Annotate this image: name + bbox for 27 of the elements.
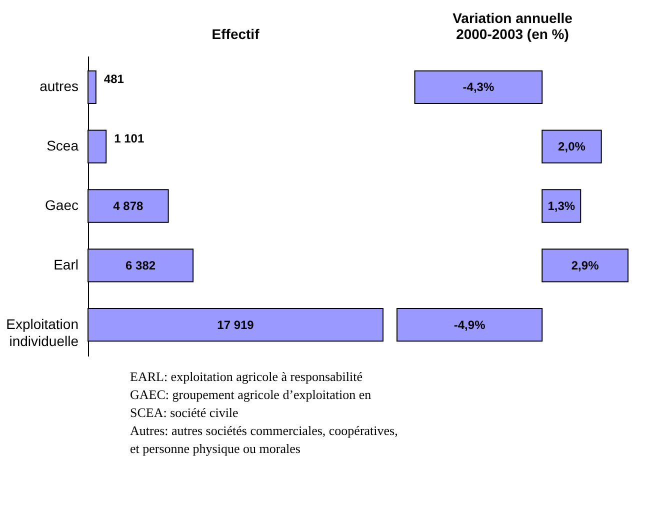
y-tick-label: Scea — [46, 138, 79, 154]
chart-title: Effectif — [212, 26, 260, 42]
data-label: 481 — [104, 72, 124, 86]
y-tick-label: Exploitation individuelle — [6, 316, 79, 349]
bar — [396, 308, 543, 342]
bar — [414, 70, 543, 104]
data-label: -4,9% — [454, 318, 486, 332]
text: EARL: exploitation agricole à responsabilité — [130, 369, 363, 384]
data-label: 2,0% — [558, 140, 586, 154]
chart-title: Variation annuelle 2000-2003 (en %) — [452, 10, 573, 42]
text: et personne physique ou morales — [130, 441, 300, 456]
y-tick-label: Gaec — [45, 197, 78, 213]
y-tick-label: Earl — [54, 256, 78, 272]
data-label: 17 919 — [217, 318, 254, 332]
data-label: 4 878 — [113, 199, 144, 213]
text: Autres: autres sociétés commerciales, coopératives, — [130, 423, 398, 438]
data-label: -4,3% — [462, 80, 494, 94]
bar — [542, 130, 602, 164]
data-label: 6 382 — [126, 258, 156, 272]
data-label: 2,9% — [571, 258, 600, 272]
y-tick-label: autres — [40, 78, 78, 94]
text: SCEA: société civile — [130, 405, 239, 420]
text: GAEC: groupement agricole d’exploitation en — [130, 387, 372, 402]
bar — [542, 248, 628, 282]
bar — [542, 189, 582, 223]
data-label: 1,3% — [548, 199, 576, 213]
data-label: 1 101 — [114, 132, 144, 146]
